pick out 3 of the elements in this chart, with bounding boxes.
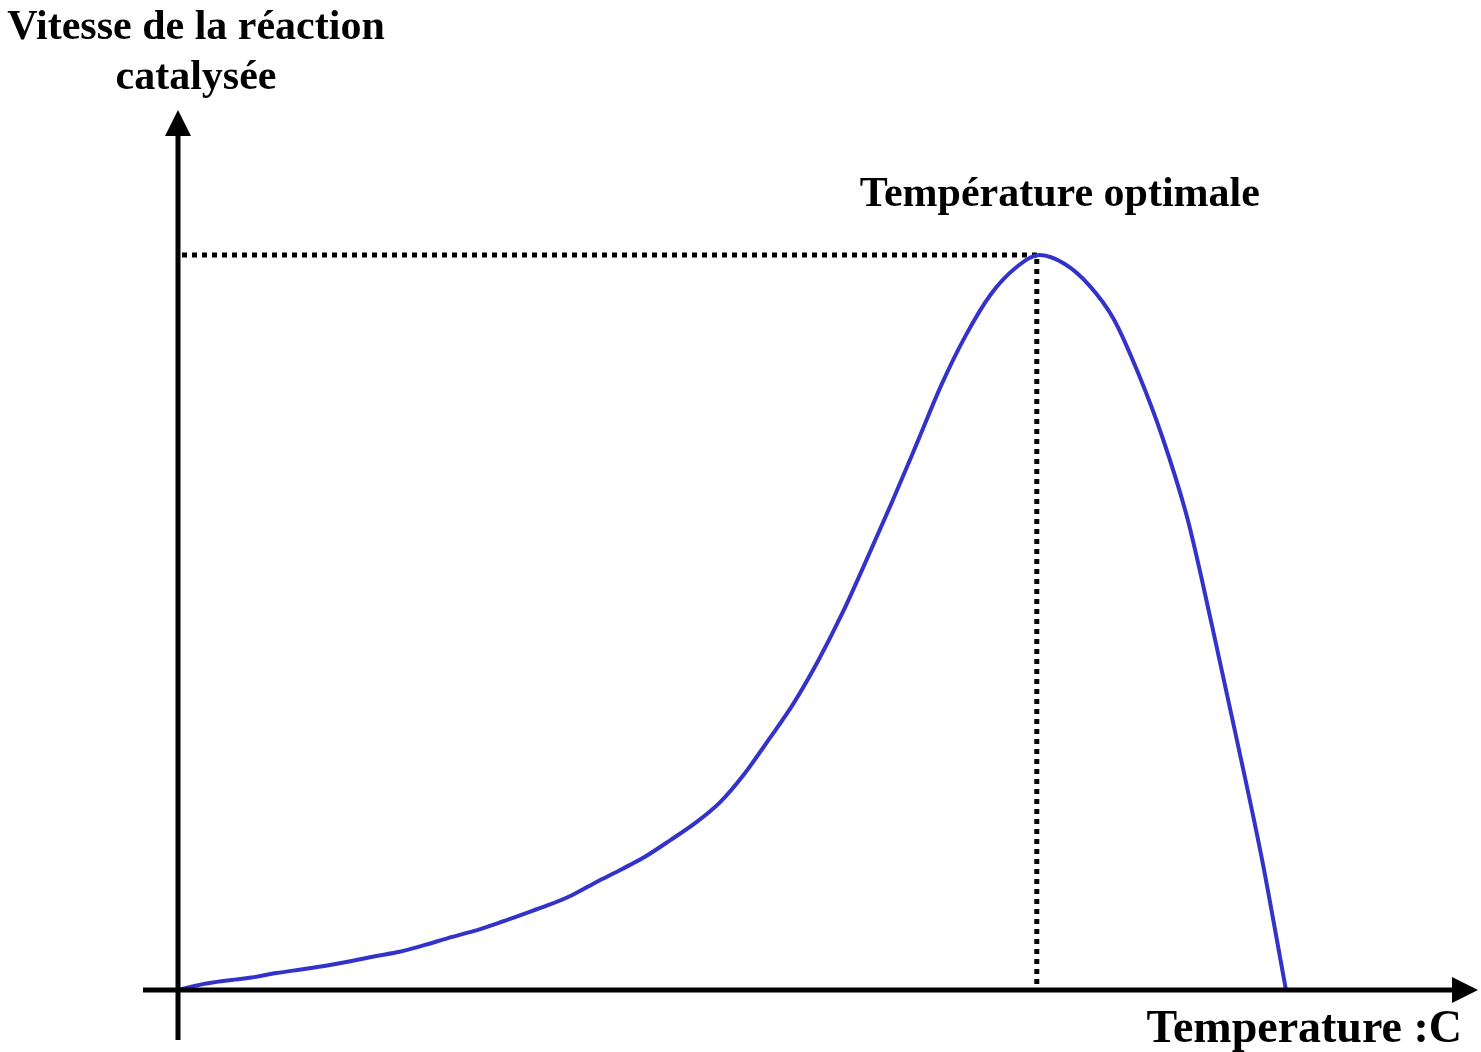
ref-line-label: Température optimale — [859, 169, 1260, 215]
x-axis-title: Temperature :C — [1146, 1001, 1462, 1052]
y-axis-title: Vitesse de la réaction catalysée — [6, 1, 386, 100]
